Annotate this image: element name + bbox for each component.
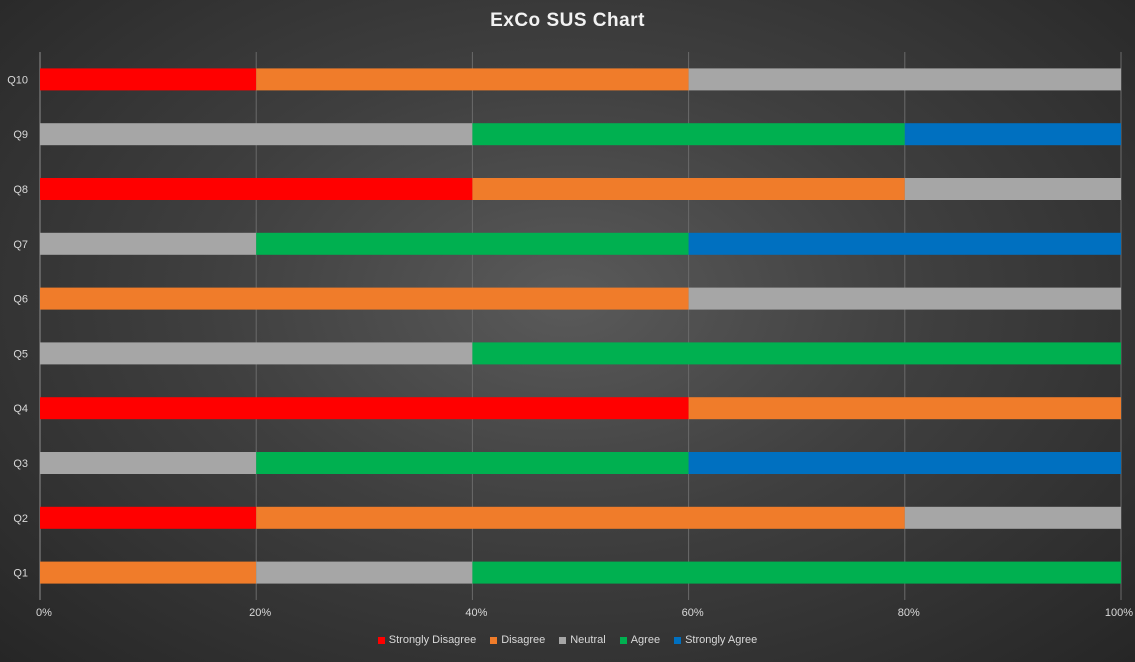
- bar-segment: [40, 397, 689, 420]
- legend-label: Neutral: [570, 634, 606, 646]
- legend-swatch: [674, 636, 682, 644]
- bar-segment: [40, 506, 257, 529]
- legend-item: Strongly Agree: [674, 634, 757, 646]
- bar-segment: [40, 561, 257, 584]
- bar-segment: [256, 506, 905, 529]
- legend-label: Strongly Disagree: [388, 634, 477, 646]
- chart-legend: Strongly Disagree Disagree Neutral Agree Str…: [0, 634, 1135, 646]
- y-tick-label: Q9: [13, 129, 28, 141]
- bar-segment: [40, 68, 257, 91]
- bar-segment: [256, 232, 689, 255]
- legend-label: Disagree: [501, 634, 546, 646]
- bar-segment: [688, 68, 1121, 91]
- legend-swatch: [559, 636, 567, 644]
- bar-segment: [472, 123, 905, 146]
- y-tick-label: Q2: [13, 513, 28, 525]
- x-tick-label: 80%: [898, 607, 920, 619]
- legend-swatch: [377, 636, 385, 644]
- bar-segment: [472, 178, 905, 200]
- legend-item: Agree: [619, 634, 661, 646]
- bar-segment: [256, 561, 473, 584]
- y-tick-label: Q5: [13, 348, 28, 360]
- legend-swatch: [619, 636, 627, 644]
- bar-segment: [904, 123, 1121, 146]
- bar-segment: [472, 561, 1121, 584]
- x-tick-label: 20%: [249, 607, 271, 619]
- bar-segment: [40, 123, 473, 146]
- bar-segment: [256, 68, 689, 91]
- legend-label: Strongly Agree: [685, 634, 758, 646]
- bar-segment: [256, 452, 689, 474]
- bar-segment: [688, 452, 1121, 474]
- legend-item: Strongly Disagree: [377, 634, 477, 646]
- bar-segment: [904, 506, 1121, 529]
- bar-segment: [40, 232, 257, 255]
- y-tick-label: Q10: [7, 74, 28, 86]
- x-tick-label: 40%: [465, 607, 487, 619]
- bar-segment: [688, 232, 1121, 255]
- legend-item: Neutral: [559, 634, 606, 646]
- bar-segment: [40, 178, 473, 200]
- y-tick-label: Q7: [13, 239, 28, 251]
- x-tick-label: 60%: [682, 607, 704, 619]
- y-tick-label: Q8: [13, 184, 28, 196]
- y-tick-label: Q3: [13, 458, 28, 470]
- y-tick-label: Q6: [13, 294, 28, 306]
- bar-segment: [40, 342, 473, 365]
- legend-swatch: [490, 636, 498, 644]
- chart-title: ExCo SUS Chart: [490, 10, 645, 31]
- y-tick-label: Q1: [13, 568, 28, 580]
- legend-label: Agree: [630, 634, 661, 646]
- bar-segment: [688, 287, 1121, 310]
- bar-segment: [40, 287, 689, 310]
- x-tick-label: 100%: [1105, 607, 1133, 619]
- bar-segment: [472, 342, 1121, 365]
- bar-segment: [688, 397, 1121, 420]
- bar-segment: [904, 178, 1121, 200]
- y-tick-label: Q4: [13, 403, 28, 415]
- legend-item: Disagree: [490, 634, 545, 646]
- x-tick-label: 0%: [36, 607, 52, 619]
- bar-segment: [40, 452, 257, 474]
